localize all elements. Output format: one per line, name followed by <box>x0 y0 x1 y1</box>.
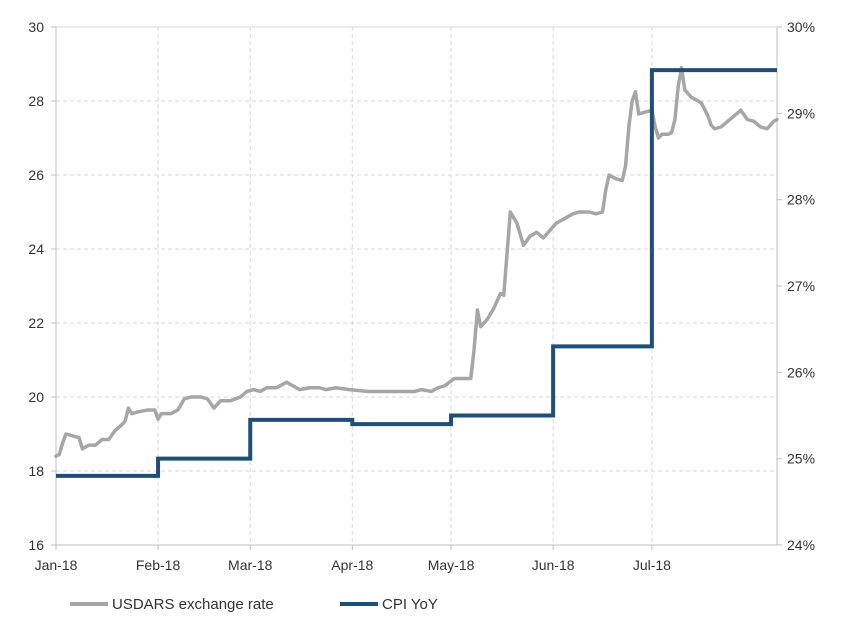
x-tick-label: Apr-18 <box>331 557 373 573</box>
axes <box>55 27 778 546</box>
x-tick-label: Jan-18 <box>35 557 78 573</box>
left-tick-label: 16 <box>28 537 44 553</box>
x-tick-label: May-18 <box>428 557 475 573</box>
series-line-usdars <box>54 65 779 458</box>
left-tick-label: 20 <box>28 389 44 405</box>
legend-label-cpi: CPI YoY <box>382 596 438 613</box>
series-line-cpi <box>56 68 777 478</box>
x-tick-label: Feb-18 <box>136 557 181 573</box>
legend-label-usdars: USDARS exchange rate <box>112 596 274 613</box>
right-tick-label: 29% <box>787 105 815 121</box>
series-layer <box>54 65 779 478</box>
left-tick-label: 28 <box>28 93 44 109</box>
right-tick-label: 25% <box>787 451 815 467</box>
right-tick-label: 24% <box>787 537 815 553</box>
left-tick-label: 30 <box>28 19 44 35</box>
left-tick-label: 22 <box>28 315 44 331</box>
x-tick-label: Jun-18 <box>532 557 575 573</box>
legend: USDARS exchange rate CPI YoY <box>70 596 438 613</box>
legend-item-cpi: CPI YoY <box>340 596 438 613</box>
right-tick-label: 30% <box>787 19 815 35</box>
right-tick-label: 26% <box>787 364 815 380</box>
x-tick-label: Jul-18 <box>633 557 671 573</box>
left-tick-label: 18 <box>28 463 44 479</box>
gridlines <box>56 26 777 545</box>
right-axis-ticks: 24% 25% 26% 27% 28% 29% 30% <box>787 19 815 553</box>
left-tick-label: 26 <box>28 167 44 183</box>
right-tick-label: 27% <box>787 278 815 294</box>
tick-marks <box>51 26 782 550</box>
left-axis-ticks: 16 18 20 22 24 26 28 30 <box>28 19 44 553</box>
legend-item-usdars: USDARS exchange rate <box>70 596 274 613</box>
right-tick-label: 28% <box>787 192 815 208</box>
x-axis-ticks: Jan-18 Feb-18 Mar-18 Apr-18 May-18 Jun-18 Jul-… <box>35 557 672 573</box>
x-tick-label: Mar-18 <box>228 557 273 573</box>
left-tick-label: 24 <box>28 241 44 257</box>
